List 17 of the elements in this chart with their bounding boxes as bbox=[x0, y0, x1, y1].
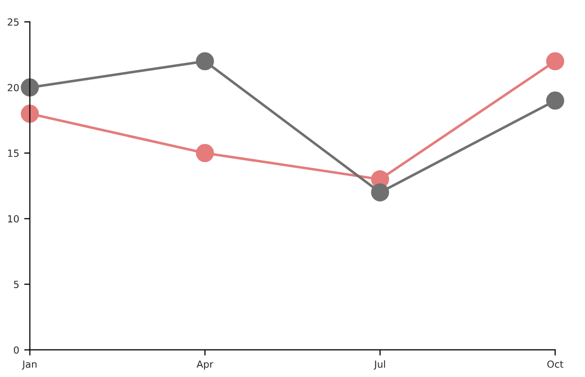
point bbox=[20, 78, 39, 96]
x-tick-label: Jan bbox=[22, 360, 37, 370]
x-tick-label: Oct bbox=[547, 360, 564, 368]
y-tick-label: 25 bbox=[8, 18, 19, 26]
y-tick-label: 15 bbox=[8, 150, 19, 157]
point bbox=[546, 52, 564, 70]
x-tick-label: Jul bbox=[374, 360, 386, 370]
y-tick-label: 20 bbox=[8, 84, 19, 92]
y-tick-label: 10 bbox=[8, 215, 19, 222]
x-tick-label: Apr bbox=[196, 360, 214, 370]
point bbox=[196, 144, 214, 162]
y-tick-label: 5 bbox=[14, 280, 19, 288]
point bbox=[196, 52, 214, 70]
point bbox=[20, 104, 39, 123]
y-tick-label: 0 bbox=[14, 346, 19, 354]
point bbox=[371, 183, 390, 202]
point bbox=[546, 92, 564, 110]
